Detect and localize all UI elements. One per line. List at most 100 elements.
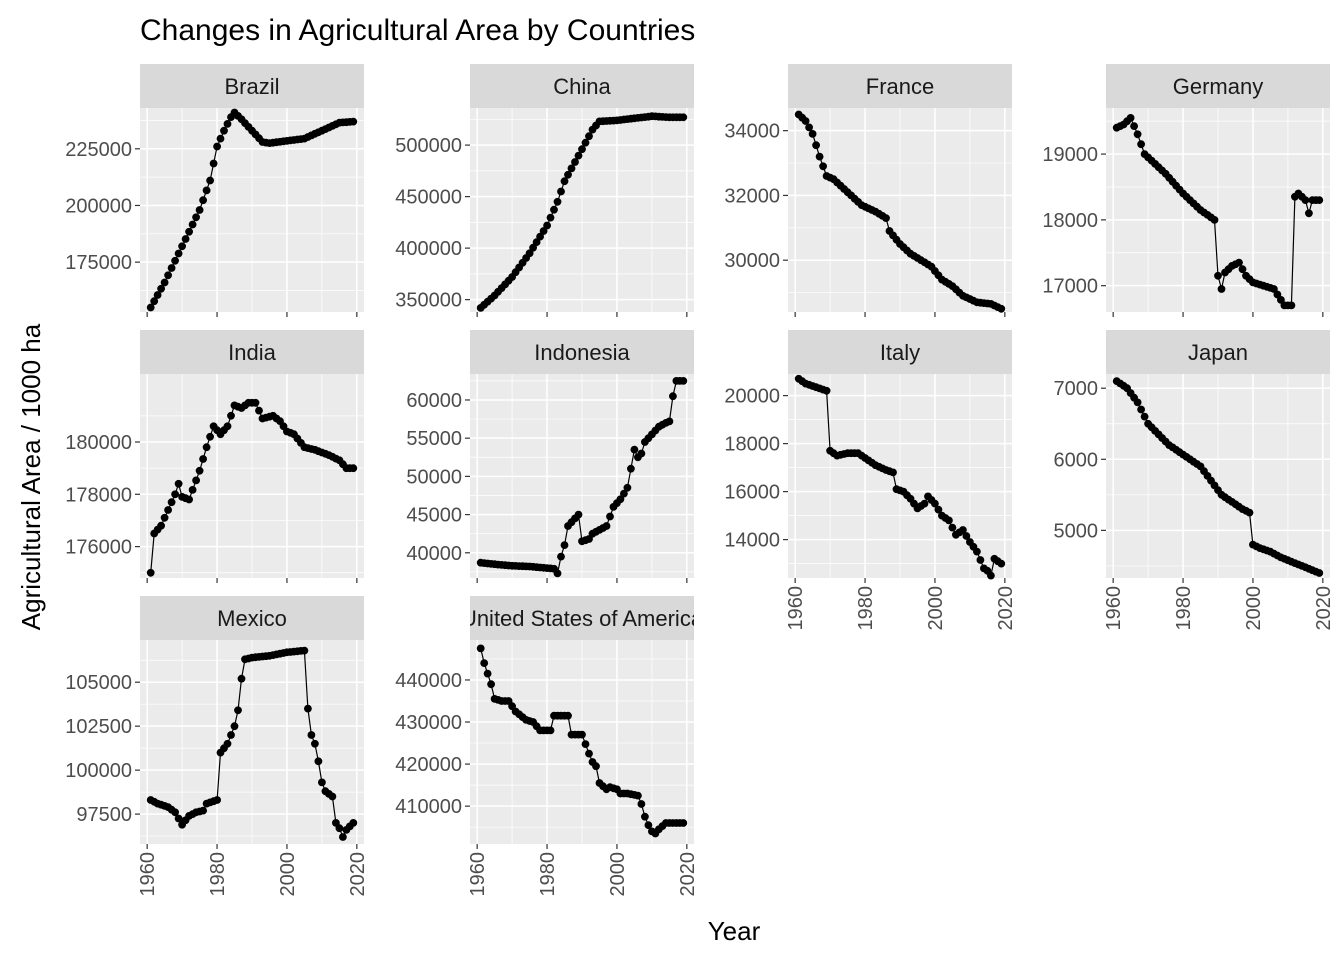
- facet-india: India 176000 178000 180000: [65, 330, 364, 583]
- y-tick-label: 225000: [65, 139, 132, 161]
- x-tick-label: 2020: [1313, 586, 1335, 631]
- data-point: [976, 556, 985, 564]
- data-point: [889, 468, 897, 477]
- facet-strip: [140, 596, 364, 640]
- data-point: [199, 196, 208, 205]
- data-point: [627, 464, 635, 473]
- facet-mexico: Mexico 97500 100000 102500 105000 1960 1980 200…: [65, 596, 369, 897]
- data-point: [623, 483, 632, 492]
- data-point: [160, 513, 169, 522]
- data-point: [637, 449, 646, 458]
- data-point: [637, 800, 646, 808]
- y-tick-label: 55000: [406, 428, 462, 450]
- data-point: [959, 526, 967, 534]
- data-point: [300, 646, 309, 655]
- facet-strip-label: United States of America: [461, 606, 704, 631]
- data-point: [349, 464, 358, 473]
- y-tick-label: 6000: [1054, 449, 1099, 471]
- facet-strip: [1106, 64, 1330, 108]
- data-point: [220, 126, 228, 135]
- facet-japan: Japan 5000 6000 7000 1960 1980 2000 2020: [1054, 330, 1335, 631]
- y-tick-label: 200000: [65, 195, 132, 217]
- facet-strip-label: Germany: [1173, 74, 1263, 99]
- facet-strip: [470, 64, 694, 108]
- data-point: [192, 476, 201, 485]
- data-point: [304, 704, 312, 713]
- data-point: [171, 490, 180, 499]
- data-point: [1238, 265, 1247, 274]
- facet-panels: Brazil 175000 200000 225000 China 350000 40000…: [65, 64, 1335, 897]
- data-point: [529, 243, 537, 252]
- data-point: [1315, 569, 1324, 577]
- x-tick-label: 2020: [677, 852, 699, 897]
- data-point: [185, 227, 194, 236]
- data-point: [483, 669, 492, 678]
- data-point: [476, 644, 485, 653]
- data-point: [644, 821, 653, 829]
- data-point: [546, 726, 555, 735]
- y-axis-title: Agricultural Area / 1000 ha: [16, 323, 46, 630]
- x-tick-label: 2000: [607, 852, 629, 897]
- data-point: [178, 242, 187, 251]
- y-tick-label: 100000: [65, 760, 132, 782]
- y-tick-label: 180000: [65, 432, 132, 454]
- x-axis-title: Year: [708, 916, 761, 946]
- data-point: [578, 730, 586, 739]
- y-tick-label: 176000: [65, 537, 132, 559]
- facet-strip-label: Brazil: [224, 74, 279, 99]
- y-tick-label: 18000: [1042, 210, 1098, 232]
- data-point: [199, 806, 208, 815]
- x-tick-label: 2000: [277, 852, 299, 897]
- data-point: [920, 499, 929, 508]
- data-point: [209, 159, 218, 168]
- data-point: [602, 522, 611, 530]
- data-point: [557, 552, 565, 561]
- data-point: [553, 197, 562, 206]
- data-point: [223, 422, 232, 431]
- y-tick-label: 14000: [724, 530, 780, 552]
- data-point: [679, 113, 688, 122]
- data-point: [606, 512, 614, 521]
- facet-strip-label: Indonesia: [534, 340, 630, 365]
- data-point: [581, 740, 590, 748]
- y-tick-label: 440000: [395, 670, 462, 692]
- data-point: [185, 495, 194, 504]
- x-tick-label: 2020: [995, 586, 1017, 631]
- y-tick-label: 7000: [1054, 378, 1099, 400]
- data-point: [1133, 398, 1142, 407]
- data-point: [1137, 405, 1145, 414]
- facet-strip-label: Mexico: [217, 606, 287, 631]
- x-tick-label: 2000: [925, 586, 947, 631]
- facet-strip-label: India: [228, 340, 276, 365]
- data-point: [882, 214, 890, 223]
- data-point: [167, 498, 176, 507]
- data-point: [546, 213, 555, 222]
- data-point: [487, 680, 495, 689]
- data-point: [227, 411, 235, 420]
- data-point: [174, 479, 183, 488]
- data-point: [1130, 122, 1138, 130]
- data-point: [195, 466, 204, 475]
- data-point: [567, 164, 576, 173]
- data-point: [174, 249, 183, 258]
- x-tick-label: 1980: [537, 852, 559, 897]
- y-tick-label: 5000: [1054, 520, 1099, 542]
- data-point: [805, 123, 813, 132]
- facet-strip-label: China: [553, 74, 611, 99]
- data-point: [574, 510, 583, 519]
- y-tick-label: 20000: [724, 386, 780, 408]
- data-point: [146, 303, 155, 312]
- data-point: [1214, 271, 1222, 280]
- data-point: [571, 158, 579, 166]
- data-point: [536, 232, 544, 241]
- data-point: [171, 808, 180, 817]
- x-tick-label: 1980: [855, 586, 877, 631]
- data-point: [314, 757, 323, 766]
- data-point: [564, 711, 572, 720]
- data-point: [560, 541, 569, 549]
- data-point: [349, 117, 358, 126]
- facet-strip-label: Italy: [880, 340, 920, 365]
- data-point: [997, 559, 1006, 568]
- facet-france: France 30000 32000 34000: [724, 64, 1012, 317]
